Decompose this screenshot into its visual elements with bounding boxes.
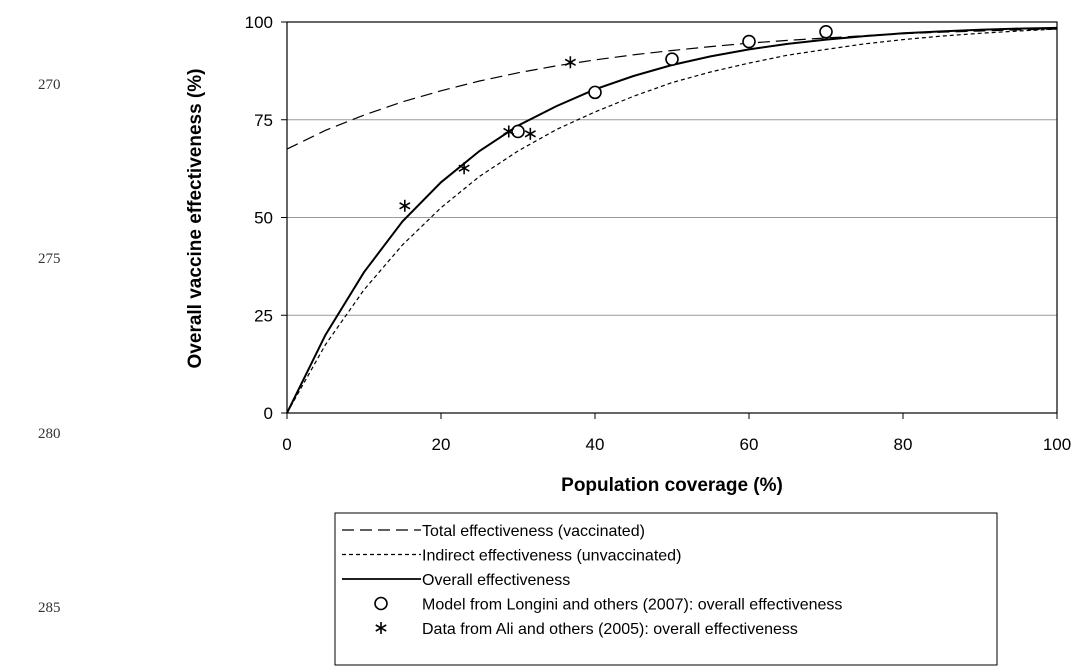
circle-data-point	[742, 34, 756, 49]
gridlines	[287, 119, 1057, 316]
legend-swatch-circle	[374, 596, 388, 611]
asterisk-data-point	[564, 56, 576, 69]
asterisk-data-point	[503, 125, 515, 138]
asterisk-data-point	[524, 127, 536, 140]
legend-label: Overall effectiveness	[422, 572, 570, 589]
asterisk-data-point	[458, 162, 470, 175]
asterisk-data-point	[399, 199, 411, 212]
y-tick-label: 0	[264, 404, 273, 423]
y-tick-label: 75	[254, 111, 273, 130]
legend-swatch-asterisk	[375, 622, 387, 634]
points-layer	[399, 24, 833, 212]
legend-label: Indirect effectiveness (unvaccinated)	[422, 548, 681, 565]
legend-box	[334, 512, 998, 666]
series-line-dashed	[286, 28, 1058, 150]
y-tick-label: 50	[254, 209, 273, 228]
x-tick-label: 0	[282, 435, 291, 454]
series-layer	[286, 26, 1058, 414]
circle-data-point	[511, 124, 525, 139]
line-number: 275	[38, 251, 61, 267]
y-axis-ticks: 0 25 50 75 100	[245, 13, 287, 423]
legend: Total effectiveness (vaccinated) Indirect…	[334, 512, 998, 666]
line-number: 285	[38, 600, 61, 616]
line-numbers: 270 275 280 285	[38, 77, 61, 616]
legend-label: Model from Longini and others (2007): ov…	[422, 597, 842, 614]
line-number: 270	[38, 77, 61, 93]
y-axis-title: Overall vaccine effectiveness (%)	[185, 69, 206, 369]
x-tick-label: 40	[586, 435, 605, 454]
x-axis-ticks: 0 20 40 60 80 100	[282, 413, 1071, 454]
y-tick-label: 25	[254, 306, 273, 325]
plot-area: 0 20 40 60 80 100 0 25 50 75 100	[245, 13, 1072, 454]
series-line-solid	[286, 26, 1058, 414]
x-tick-label: 20	[432, 435, 451, 454]
legend-label: Total effectiveness (vaccinated)	[422, 523, 645, 540]
x-tick-label: 100	[1043, 435, 1071, 454]
x-tick-label: 60	[740, 435, 759, 454]
circle-data-point	[665, 52, 679, 66]
x-tick-label: 80	[894, 435, 913, 454]
x-axis-title: Population coverage (%)	[561, 475, 783, 496]
legend-items: Total effectiveness (vaccinated) Indirect…	[342, 523, 842, 638]
circle-data-point	[819, 24, 833, 39]
circle-data-point	[588, 85, 602, 100]
y-tick-label: 100	[245, 13, 273, 32]
legend-label: Data from Ali and others (2005): overall…	[422, 621, 798, 638]
line-number: 280	[38, 426, 61, 442]
